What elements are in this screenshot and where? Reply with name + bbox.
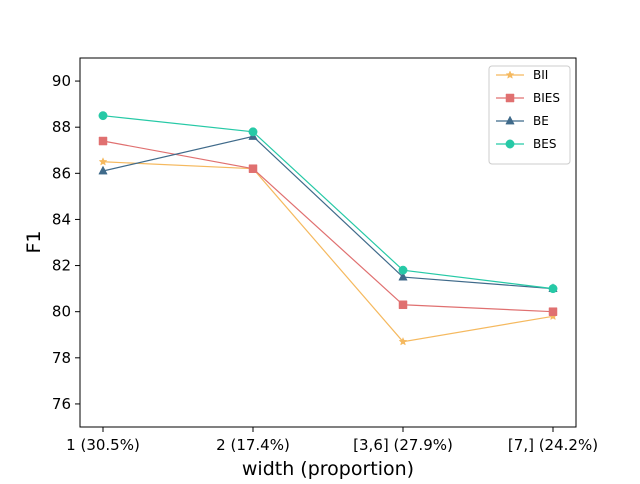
legend-label: BIES bbox=[533, 91, 560, 105]
data-point-be bbox=[98, 165, 108, 175]
data-point-bies bbox=[398, 300, 408, 310]
legend-item-bii: BII bbox=[496, 68, 548, 82]
data-point-be bbox=[398, 271, 408, 281]
y-tick-label: 88 bbox=[52, 118, 71, 136]
plot-frame bbox=[79, 57, 577, 428]
data-point-bii bbox=[98, 157, 108, 166]
y-tick-label: 76 bbox=[52, 395, 71, 413]
data-point-bes bbox=[548, 284, 558, 294]
y-tick-label: 82 bbox=[52, 257, 71, 275]
data-point-bies bbox=[98, 136, 108, 146]
series-line-bies bbox=[102, 140, 554, 313]
series-line-bii bbox=[102, 161, 554, 343]
series-layer bbox=[98, 111, 558, 346]
legend-box bbox=[488, 65, 571, 165]
y-axis: 76 78 80 82 84 86 88 90 bbox=[52, 72, 80, 413]
data-point-bies bbox=[548, 307, 558, 316]
series-bes bbox=[98, 111, 558, 294]
legend-item-be: BE bbox=[496, 114, 549, 128]
legend-marker-bii bbox=[505, 70, 515, 79]
legend-label: BES bbox=[533, 137, 556, 151]
series-line-be bbox=[102, 135, 554, 290]
x-tick-label: 2 (17.4%) bbox=[216, 436, 290, 454]
legend-item-bies: BIES bbox=[496, 91, 560, 105]
legend-marker-bies bbox=[505, 93, 515, 103]
legend-label: BII bbox=[533, 68, 548, 82]
y-tick-label: 80 bbox=[52, 303, 71, 321]
data-point-bii bbox=[398, 337, 408, 346]
y-tick-label: 90 bbox=[52, 72, 71, 90]
x-axis: 1 (30.5%) 2 (17.4%) [3,6] (27.9%) [7,] (24.… bbox=[66, 427, 598, 454]
x-axis-label: width (proportion) bbox=[242, 458, 414, 480]
y-tick-label: 84 bbox=[52, 210, 71, 228]
legend: BII BIES BE BES bbox=[488, 65, 571, 165]
legend-marker-be bbox=[505, 115, 515, 125]
data-point-bes bbox=[98, 111, 108, 121]
y-tick-label: 78 bbox=[52, 349, 71, 367]
x-tick-label: [3,6] (27.9%) bbox=[353, 436, 453, 454]
series-bies bbox=[98, 136, 558, 316]
data-point-bes bbox=[248, 127, 258, 137]
x-tick-label: [7,] (24.2%) bbox=[508, 436, 598, 454]
legend-item-bes: BES bbox=[496, 137, 556, 151]
legend-label: BE bbox=[533, 114, 549, 128]
data-point-bies bbox=[248, 164, 258, 173]
legend-marker-bes bbox=[505, 139, 515, 149]
data-point-bes bbox=[398, 265, 408, 275]
x-tick-label: 1 (30.5%) bbox=[66, 436, 140, 454]
y-tick-label: 86 bbox=[52, 164, 71, 182]
series-line-bes bbox=[102, 115, 554, 290]
y-axis-label: F1 bbox=[23, 230, 45, 253]
